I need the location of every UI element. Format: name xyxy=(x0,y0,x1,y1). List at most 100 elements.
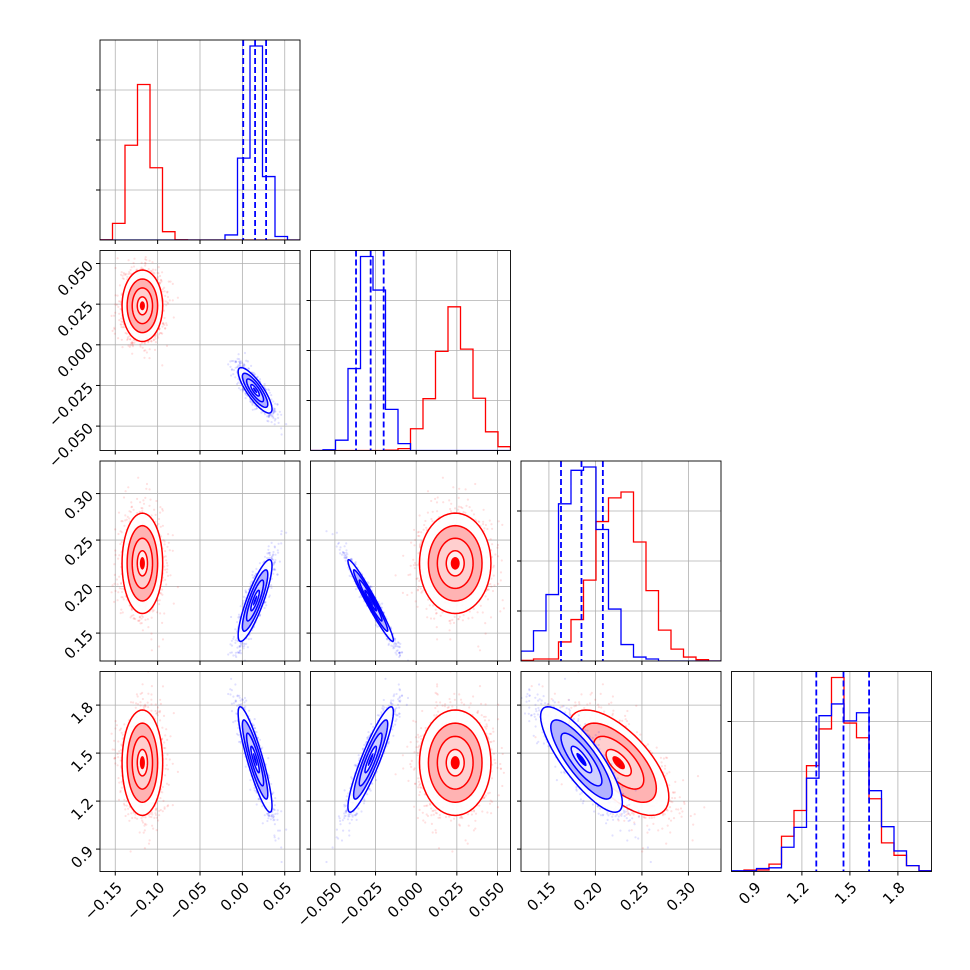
sample-point xyxy=(176,586,179,589)
sample-point xyxy=(234,654,237,657)
sample-point xyxy=(253,408,256,411)
sample-point xyxy=(152,271,155,274)
sample-point xyxy=(168,299,171,302)
sample-point xyxy=(241,388,244,391)
sample-point xyxy=(268,551,272,554)
sample-point xyxy=(120,292,123,295)
sample-point xyxy=(152,609,155,612)
sample-point xyxy=(113,332,116,335)
sample-point xyxy=(255,407,258,410)
sample-point xyxy=(237,387,241,390)
sample-point xyxy=(120,338,123,341)
sample-point xyxy=(158,599,161,602)
sample-point xyxy=(242,365,245,368)
y-tick-label: −0.050 xyxy=(45,419,97,471)
sample-point xyxy=(272,550,275,554)
sample-point xyxy=(160,279,163,282)
sample-point xyxy=(243,643,246,646)
sample-point xyxy=(236,651,239,654)
sample-point xyxy=(122,496,126,499)
sample-point xyxy=(236,646,239,649)
sample-point xyxy=(150,638,153,641)
sample-point xyxy=(160,331,163,335)
sample-point xyxy=(123,273,126,276)
sample-point xyxy=(236,365,239,368)
sample-point xyxy=(163,565,166,568)
sample-point xyxy=(163,316,166,320)
sample-point xyxy=(273,567,276,571)
sample-point xyxy=(256,375,259,378)
sample-point xyxy=(129,342,132,345)
sample-point xyxy=(114,528,117,531)
sample-point xyxy=(254,572,258,575)
sample-point xyxy=(239,365,242,368)
sample-point xyxy=(171,282,174,285)
sample-point xyxy=(139,343,142,346)
sample-point xyxy=(137,476,140,479)
sample-point xyxy=(142,499,145,502)
sample-point xyxy=(234,639,237,642)
sample-point xyxy=(144,261,147,264)
sample-point xyxy=(277,542,280,545)
sample-point xyxy=(243,351,247,355)
sample-point xyxy=(144,618,147,622)
sample-point xyxy=(132,508,135,511)
sample-point xyxy=(121,326,125,329)
sample-point xyxy=(239,652,243,655)
sample-point xyxy=(165,324,168,327)
sample-point xyxy=(230,368,234,371)
gridlines xyxy=(100,40,300,240)
sample-point xyxy=(161,290,164,293)
sample-point xyxy=(114,294,117,297)
sample-point xyxy=(273,423,276,426)
sample-point xyxy=(122,271,125,275)
sample-point xyxy=(131,352,134,355)
sample-point xyxy=(120,596,123,599)
sample-point xyxy=(150,649,153,652)
gridlines xyxy=(310,250,511,451)
sample-point xyxy=(164,555,167,558)
sample-point xyxy=(117,337,120,340)
sample-point xyxy=(241,645,244,648)
sample-point xyxy=(230,359,233,363)
sample-point xyxy=(114,589,117,593)
sample-point xyxy=(144,258,147,261)
sample-point xyxy=(230,374,233,377)
sample-point xyxy=(239,362,242,365)
sample-point xyxy=(124,519,127,522)
y-tick-label: 0.050 xyxy=(54,257,97,300)
sample-point xyxy=(269,413,273,416)
sample-point xyxy=(132,617,135,620)
sample-point xyxy=(152,338,155,341)
sample-point xyxy=(250,580,253,583)
sample-point xyxy=(128,345,131,348)
sample-point xyxy=(123,325,126,329)
sample-point xyxy=(234,641,237,645)
sample-point xyxy=(121,590,124,594)
sample-point xyxy=(141,509,144,513)
sample-point xyxy=(267,414,270,417)
y-tick-label: 0.025 xyxy=(54,297,97,340)
sample-point xyxy=(244,590,247,594)
sample-point xyxy=(241,390,244,393)
sample-point xyxy=(156,271,159,274)
sample-point xyxy=(236,382,239,386)
sample-point xyxy=(161,621,164,625)
sample-point xyxy=(159,274,162,278)
sample-point xyxy=(239,605,242,608)
sample-point xyxy=(238,360,241,363)
sample-point xyxy=(147,267,150,271)
sample-point xyxy=(232,373,235,376)
sample-point xyxy=(266,556,269,560)
sample-point xyxy=(158,517,161,521)
sample-point xyxy=(234,376,237,379)
sample-point xyxy=(274,553,277,556)
sample-point xyxy=(129,338,132,341)
sample-point xyxy=(276,413,279,416)
sample-point xyxy=(167,541,170,544)
sample-point xyxy=(159,612,162,615)
sample-point xyxy=(276,573,279,576)
sample-point xyxy=(143,349,146,352)
sample-point xyxy=(162,309,166,312)
